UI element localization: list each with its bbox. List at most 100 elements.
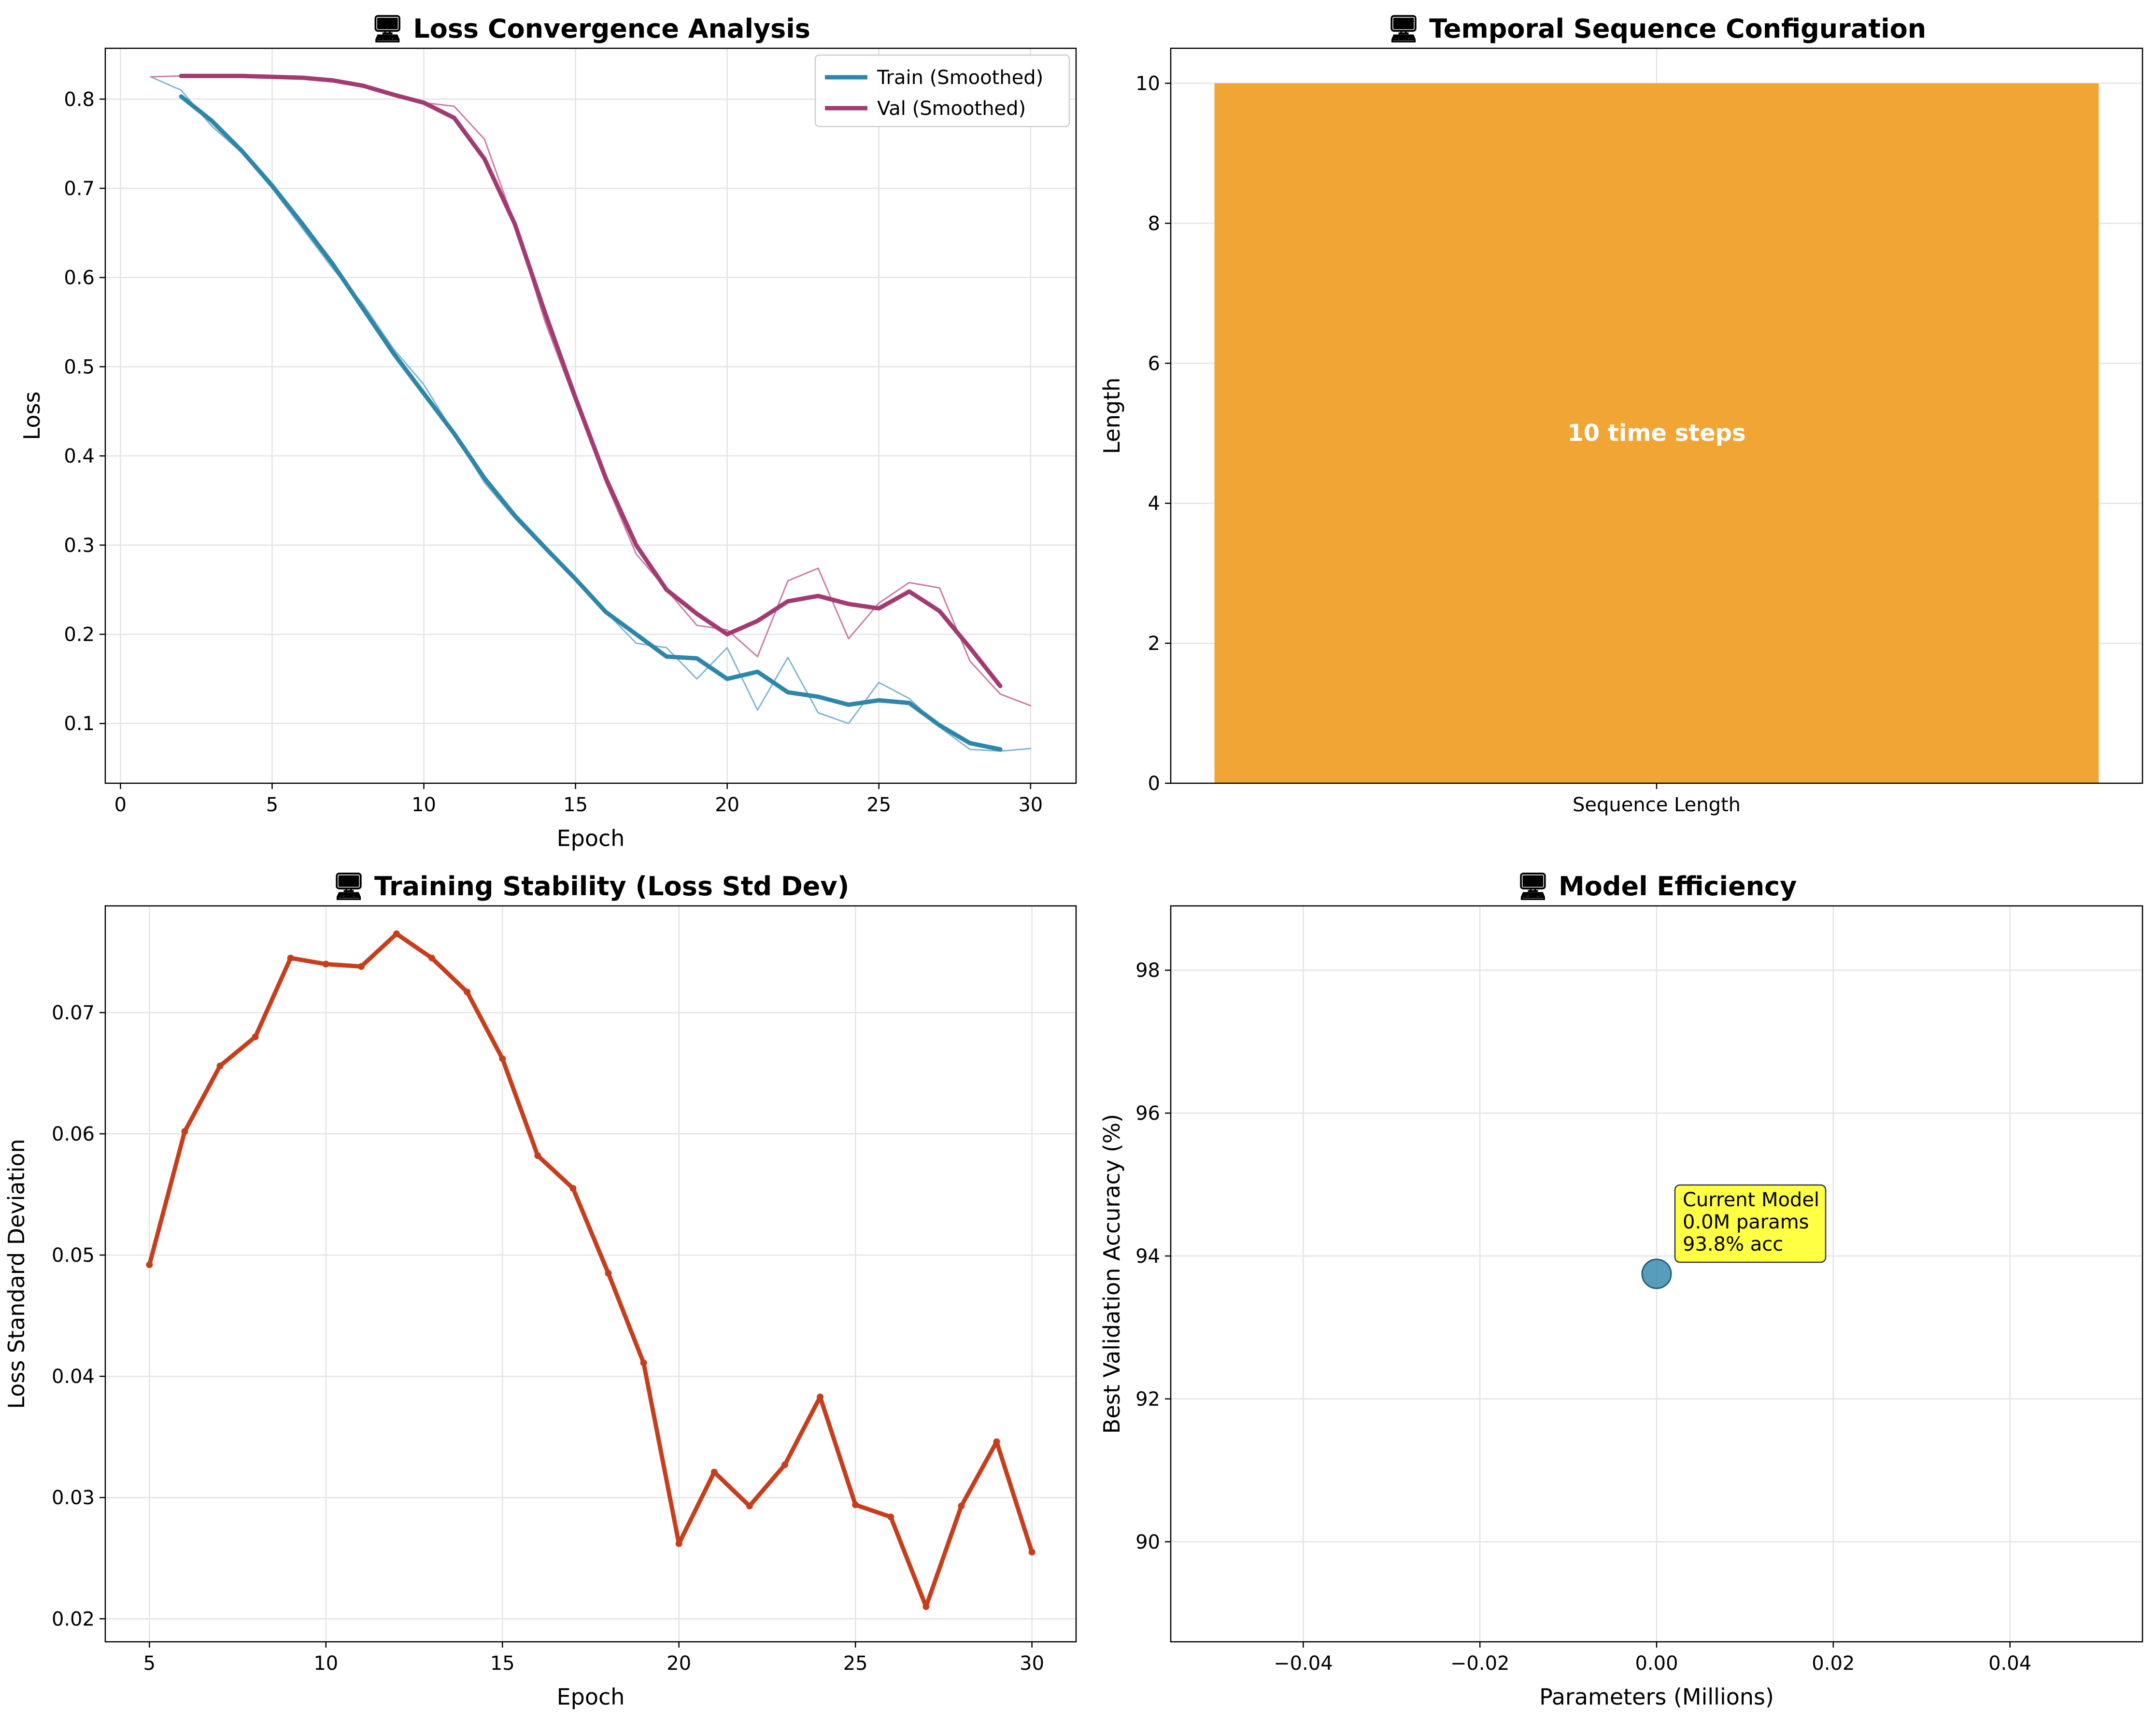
y-tick-label: 0.5 xyxy=(64,356,95,378)
y-tick-label: 2 xyxy=(1148,633,1160,655)
plot-frame xyxy=(1170,905,2143,1643)
y-tick-label: 96 xyxy=(1135,1102,1160,1125)
x-tick-label: 0.02 xyxy=(1812,1652,1855,1675)
x-tick-label: 5 xyxy=(266,794,278,816)
chart-title: 🖥 Temporal Sequence Configuration xyxy=(1387,14,1926,44)
y-tick-label: 0.6 xyxy=(64,267,95,289)
chart-title: 🖥 Model Efficiency xyxy=(1517,871,1797,902)
y-tick-label: 0.07 xyxy=(52,1002,95,1024)
annotation-text: 93.8% acc xyxy=(1683,1233,1783,1255)
data-point xyxy=(569,1185,577,1192)
y-tick-label: 0.02 xyxy=(52,1608,95,1630)
plot-frame xyxy=(104,905,1077,1643)
scatter-point xyxy=(1641,1258,1672,1289)
panel-2: 0 2 4 6 8 10 10 time steps Sequence Length 🖥 Tem… xyxy=(1099,14,2143,816)
data-point xyxy=(710,1468,718,1476)
x-tick-label: 20 xyxy=(715,794,739,816)
std-dev-line xyxy=(147,931,1035,1609)
x-tick-label: 0.00 xyxy=(1635,1652,1678,1675)
legend-entry: Train (Smoothed) xyxy=(877,67,1043,89)
panel-1: 0 5 10 15 20 25 30 0.1 0.2 0.3 0.4 0.5 0.6 0.7 0.8 🖥 Lo… xyxy=(19,14,1077,851)
data-point xyxy=(675,1540,682,1547)
panel-3: 5 10 15 20 25 30 0.02 0.03 0.04 0.05 0.06 0.07 🖥 Tra… xyxy=(3,871,1077,1710)
x-axis-label: Parameters (Millions) xyxy=(1539,1684,1774,1710)
x-tick-label: 0.04 xyxy=(1988,1652,2031,1675)
smoothed-loss-line xyxy=(179,73,1003,689)
x-tick-label: 5 xyxy=(143,1652,156,1675)
data-point xyxy=(534,1152,541,1159)
y-tick-label: 0 xyxy=(1148,773,1160,795)
bar xyxy=(1214,83,2099,783)
y-axis-label: Best Validation Accuracy (%) xyxy=(1099,1114,1125,1434)
data-point xyxy=(181,1128,188,1135)
y-tick-label: 0.2 xyxy=(64,624,95,646)
data-point xyxy=(640,1359,647,1367)
y-tick-label: 8 xyxy=(1148,212,1160,235)
y-tick-label: 0.7 xyxy=(64,178,95,200)
y-tick-label: 90 xyxy=(1135,1531,1160,1553)
data-point xyxy=(146,1261,153,1269)
data-point xyxy=(216,1062,224,1070)
y-tick-label: 0.05 xyxy=(52,1244,95,1267)
x-tick-label: 30 xyxy=(1018,794,1043,816)
y-tick-label: 0.04 xyxy=(52,1366,95,1388)
data-point xyxy=(357,963,365,970)
legend-box xyxy=(814,54,1070,127)
plot-frame xyxy=(104,47,1077,784)
annotation-box xyxy=(1674,1184,1827,1263)
data-point xyxy=(993,1438,1000,1445)
data-point xyxy=(464,988,471,996)
x-tick-label: 10 xyxy=(313,1652,338,1675)
data-point xyxy=(817,1393,824,1400)
data-point xyxy=(958,1502,965,1509)
bar-value-label: 10 time steps xyxy=(1567,420,1745,447)
y-tick-label: 94 xyxy=(1135,1245,1160,1268)
y-tick-label: 0.4 xyxy=(64,445,95,467)
x-tick-label: Sequence Length xyxy=(1573,794,1741,816)
y-tick-label: 98 xyxy=(1135,959,1160,982)
y-axis-label: Length xyxy=(1099,378,1125,454)
y-tick-label: 6 xyxy=(1148,353,1160,375)
panel-4: −0.04 −0.02 0.00 0.02 0.04 90 92 94 96 98 Current … xyxy=(1099,871,2143,1710)
x-axis-label: Epoch xyxy=(557,1684,625,1710)
smoothed-loss-line xyxy=(179,94,1003,752)
x-tick-label: −0.04 xyxy=(1274,1652,1333,1675)
y-axis-label: Loss Standard Deviation xyxy=(3,1139,29,1409)
annotation-text: Current Model xyxy=(1683,1189,1819,1211)
x-tick-label: 15 xyxy=(490,1652,515,1675)
x-tick-label: 30 xyxy=(1020,1652,1044,1675)
data-point xyxy=(887,1513,894,1521)
data-point xyxy=(287,954,294,961)
chart-title: 🖥 Loss Convergence Analysis xyxy=(371,14,810,44)
x-tick-label: 25 xyxy=(843,1652,868,1675)
x-tick-label: 15 xyxy=(563,794,588,816)
y-tick-label: 0.1 xyxy=(64,713,95,735)
legend: Train (Smoothed) Val (Smoothed) xyxy=(814,54,1070,127)
data-point xyxy=(322,960,329,968)
x-tick-label: 25 xyxy=(866,794,891,816)
data-point xyxy=(922,1603,930,1610)
chart-title: 🖥 Training Stability (Loss Std Dev) xyxy=(332,871,850,902)
x-tick-label: 0 xyxy=(114,794,127,816)
y-tick-label: 92 xyxy=(1135,1388,1160,1411)
data-point xyxy=(1028,1549,1035,1556)
annotation-text: 0.0M params xyxy=(1683,1211,1809,1233)
y-tick-label: 0.3 xyxy=(64,535,95,557)
x-tick-label: 10 xyxy=(411,794,436,816)
x-tick-label: 20 xyxy=(667,1652,691,1675)
x-axis-label: Epoch xyxy=(557,825,625,851)
y-tick-label: 10 xyxy=(1135,72,1160,95)
data-point xyxy=(252,1033,259,1041)
data-point xyxy=(605,1270,612,1277)
data-point xyxy=(428,954,436,961)
y-tick-label: 0.06 xyxy=(52,1123,95,1145)
x-tick-label: −0.02 xyxy=(1450,1652,1510,1675)
legend-entry: Val (Smoothed) xyxy=(877,98,1026,120)
data-point xyxy=(499,1055,506,1062)
data-point xyxy=(393,930,400,937)
y-tick-label: 0.8 xyxy=(64,88,95,111)
data-point xyxy=(852,1501,859,1509)
y-tick-label: 0.03 xyxy=(52,1487,95,1509)
